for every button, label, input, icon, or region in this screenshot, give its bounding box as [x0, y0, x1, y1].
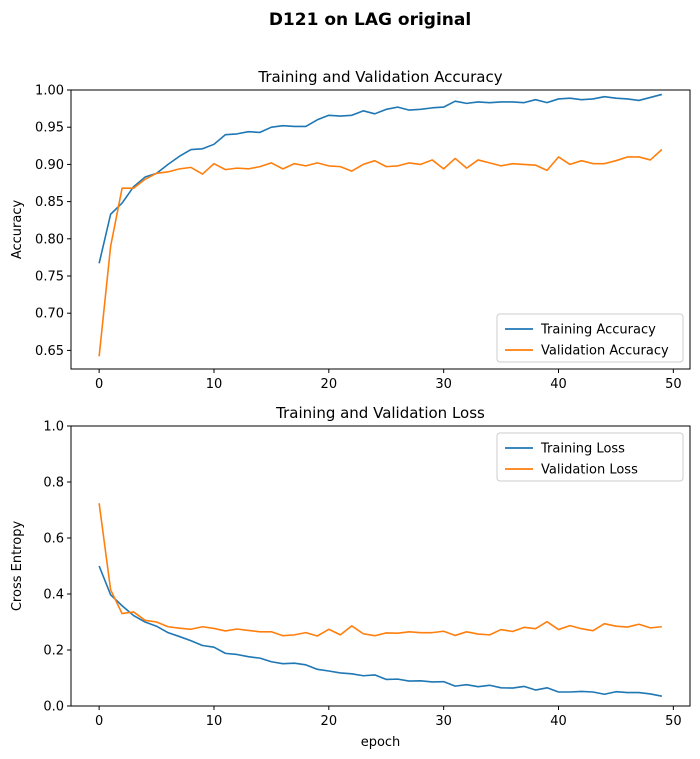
series-line-training-loss — [98, 565, 663, 697]
y-tick-label: 0.2 — [43, 644, 64, 659]
x-tick-label: 30 — [435, 377, 452, 392]
axes-frame — [70, 425, 691, 707]
series-line-validation-loss — [98, 503, 662, 637]
plot-title: Training and Validation Loss — [275, 404, 485, 422]
series-line-training-accuracy — [98, 93, 663, 264]
x-tick-label: 40 — [550, 377, 567, 392]
x-tick-label: 40 — [550, 714, 567, 729]
legend: Training Loss Validation Loss — [496, 432, 684, 482]
legend: Training Accuracy Validation Accuracy — [496, 313, 684, 363]
y-tick-label: 0.6 — [43, 532, 64, 547]
y-tick-label: 0.0 — [43, 700, 64, 715]
x-tick-label: 20 — [321, 714, 338, 729]
y-tick-label: 0.8 — [43, 476, 64, 491]
accuracy-plot: Training and Validation Accuracy 0 10 20 30 4… — [10, 68, 691, 392]
x-tick-label: 20 — [321, 377, 338, 392]
y-tick-label: 0.85 — [35, 195, 64, 210]
axes-frame — [70, 89, 691, 370]
y-tick-label: 0.70 — [35, 307, 64, 322]
y-tick-label: 0.4 — [43, 588, 64, 603]
x-tick-label: 10 — [206, 377, 223, 392]
x-axis-label: epoch — [361, 735, 401, 750]
legend-box — [496, 432, 684, 482]
legend-box — [496, 313, 684, 363]
x-tick-label: 50 — [665, 377, 682, 392]
legend-label: Validation Loss — [541, 463, 638, 478]
y-tick-label: 0.75 — [35, 270, 64, 285]
x-tick-label: 30 — [435, 714, 452, 729]
x-tick-label: 0 — [95, 714, 103, 729]
y-tick-label: 0.80 — [35, 232, 64, 247]
x-tick-label: 10 — [206, 714, 223, 729]
series-line-validation-accuracy — [98, 148, 663, 357]
y-tick-label: 0.95 — [35, 121, 64, 136]
y-tick-label: 0.90 — [35, 158, 64, 173]
x-tick-label: 50 — [665, 714, 682, 729]
figure-suptitle: D121 on LAG original — [269, 10, 471, 30]
loss-plot: Training and Validation Loss 0 10 20 30 40 50 0… — [10, 404, 691, 750]
x-tick-label: 0 — [95, 377, 103, 392]
legend-label: Validation Accuracy — [541, 344, 669, 359]
y-tick-label: 1.0 — [43, 420, 64, 435]
plot-title: Training and Validation Accuracy — [257, 68, 502, 86]
legend-label: Training Loss — [540, 442, 625, 457]
y-tick-label: 1.00 — [35, 84, 64, 99]
y-axis-label: Accuracy — [10, 200, 25, 260]
y-axis-label: Cross Entropy — [10, 521, 25, 612]
y-tick-label: 0.65 — [35, 344, 64, 359]
legend-label: Training Accuracy — [540, 323, 656, 338]
